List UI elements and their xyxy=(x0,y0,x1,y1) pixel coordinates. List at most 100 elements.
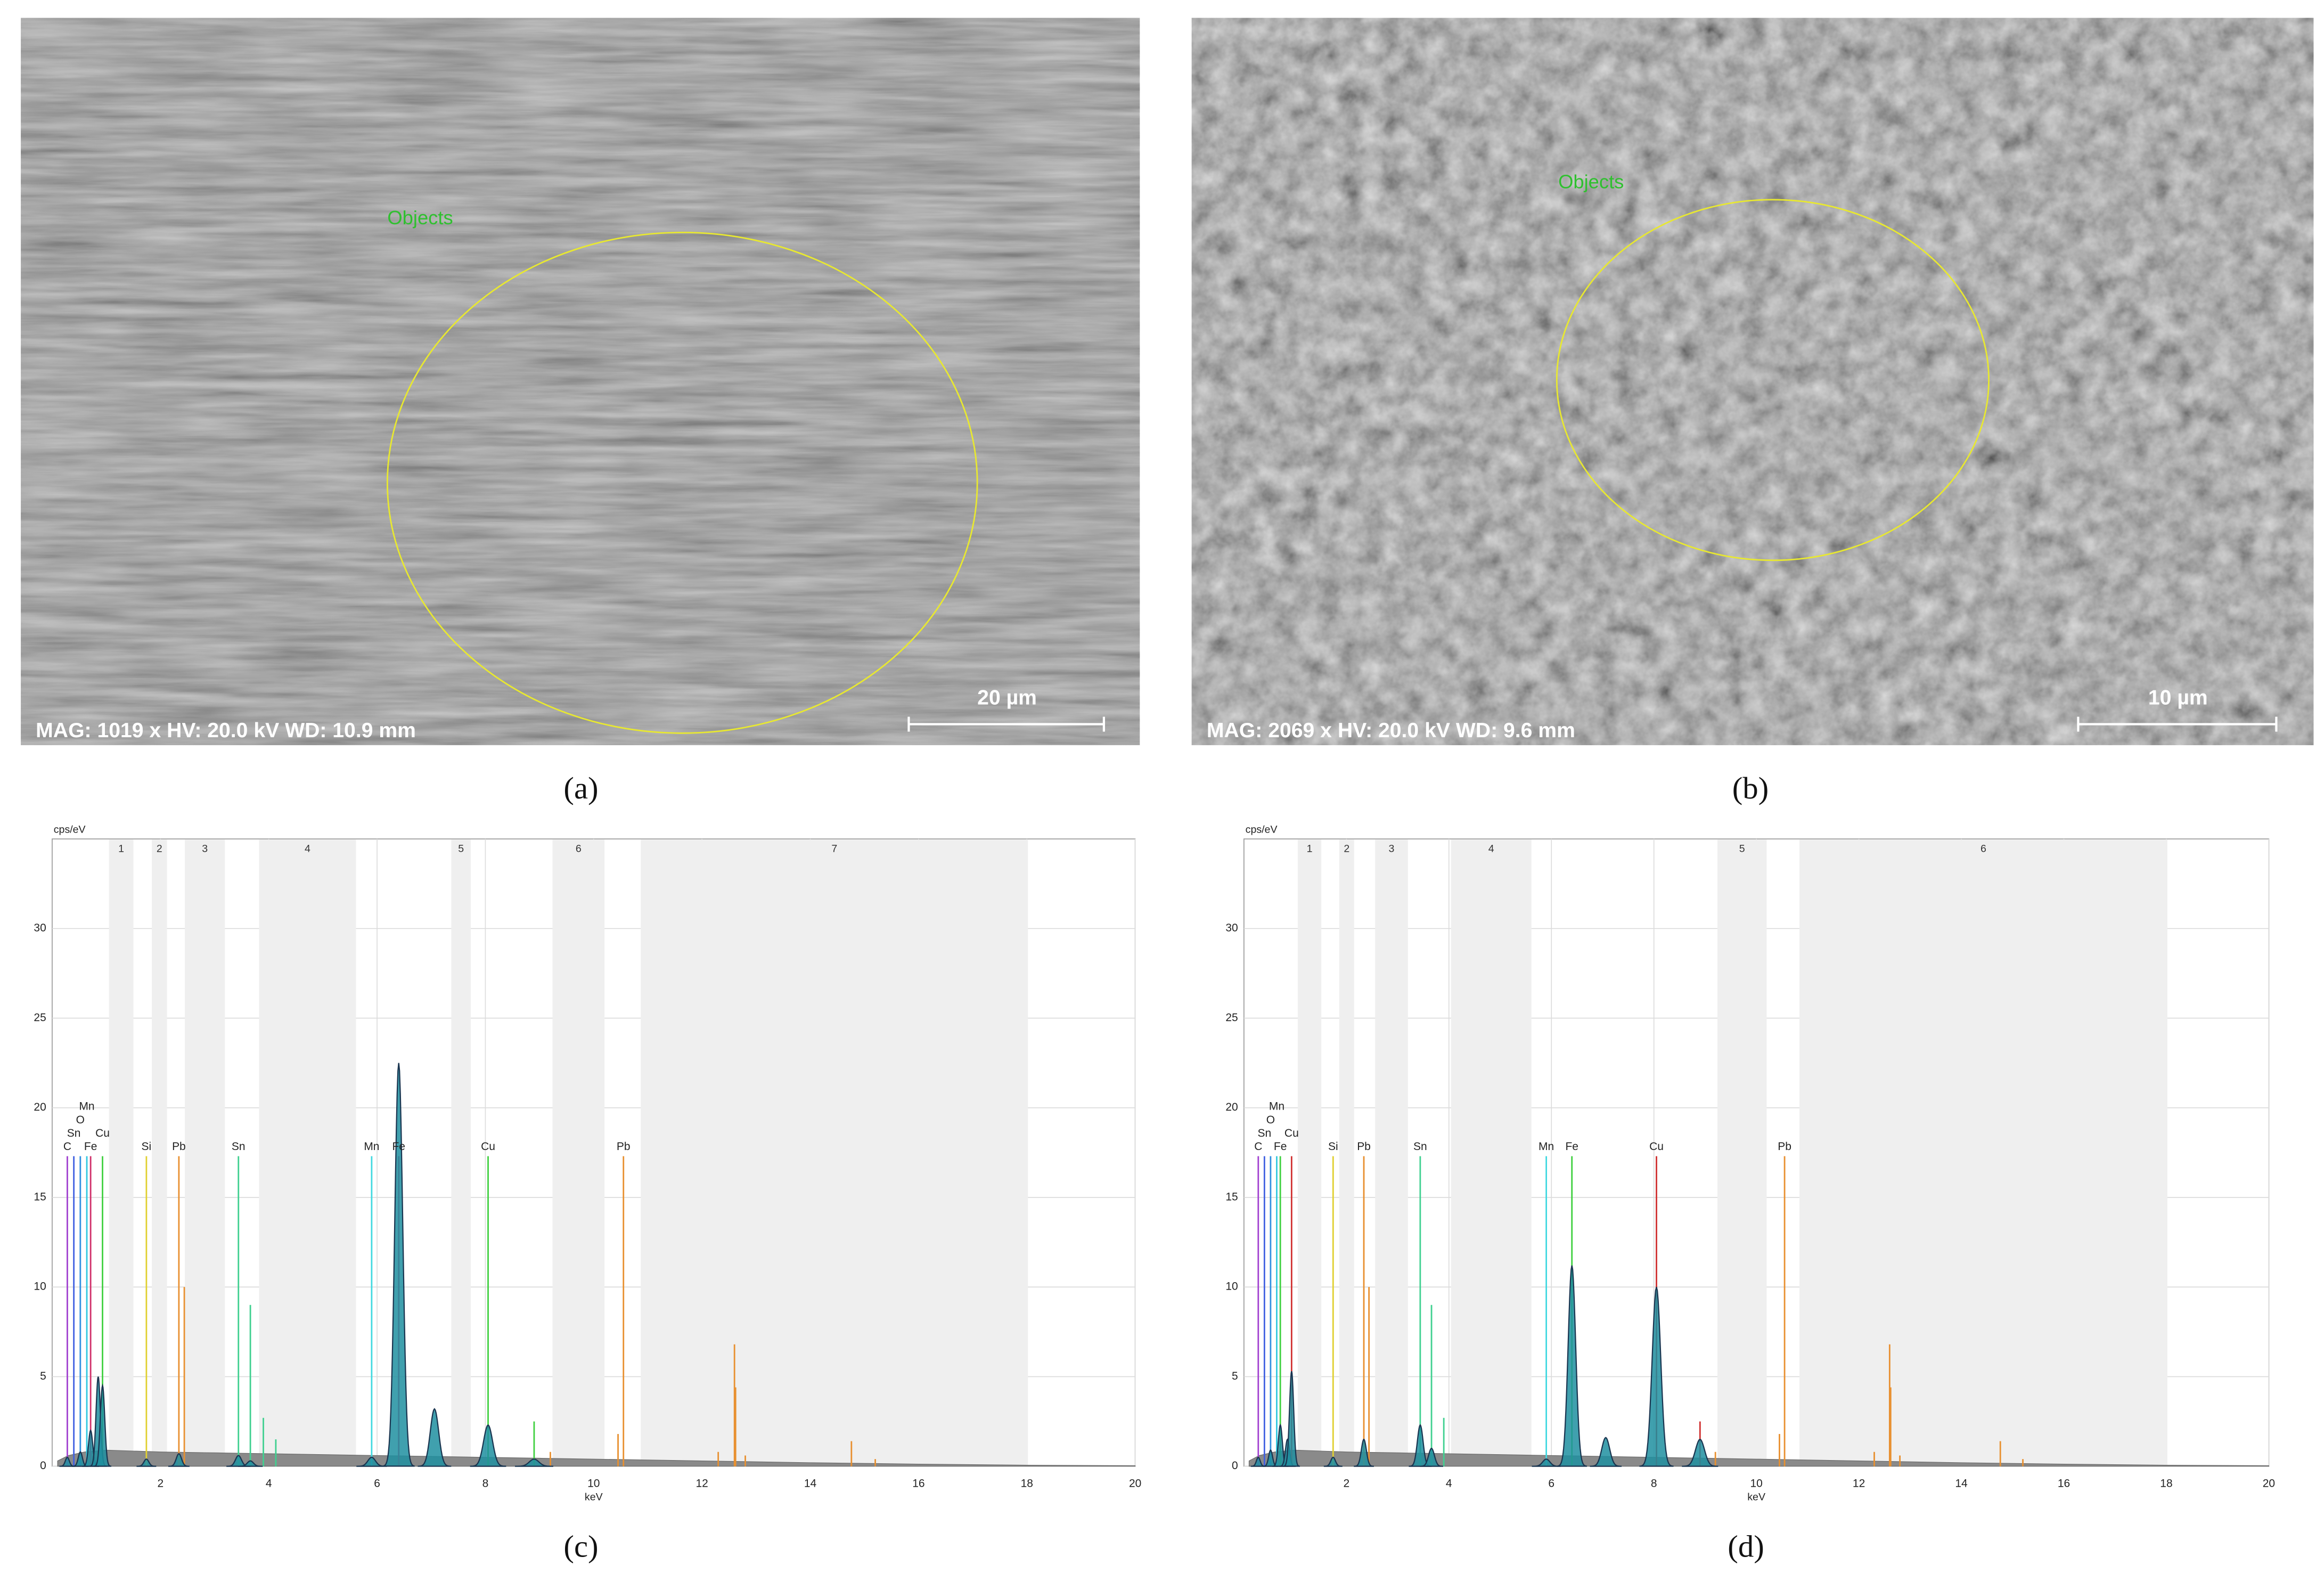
peak xyxy=(238,1460,263,1467)
peak xyxy=(1590,1437,1622,1467)
x-tick-label: 6 xyxy=(374,1478,380,1490)
y-tick-label: 5 xyxy=(40,1370,46,1382)
peak xyxy=(168,1453,190,1467)
element-label: Mn xyxy=(364,1140,379,1153)
element-label: Pb xyxy=(1778,1140,1791,1153)
scale-bar-label: 10 µm xyxy=(2148,686,2208,709)
x-tick-label: 8 xyxy=(482,1478,489,1490)
background-area xyxy=(57,1449,1136,1467)
x-tick-label: 2 xyxy=(1343,1478,1349,1490)
x-axis-label: keV xyxy=(1747,1492,1765,1503)
region xyxy=(451,840,471,1466)
x-tick-label: 2 xyxy=(157,1478,163,1490)
region xyxy=(1375,840,1408,1466)
y-tick-label: 10 xyxy=(34,1281,46,1293)
annotation: Objects xyxy=(387,207,453,229)
y-tick-label: 25 xyxy=(1225,1012,1238,1024)
region-label: 2 xyxy=(1344,843,1349,855)
y-axis-label: cps/eV xyxy=(54,824,86,835)
y-tick-label: 30 xyxy=(1225,922,1238,934)
peak xyxy=(470,1424,506,1467)
element-label: Mn xyxy=(79,1101,94,1113)
x-axis-label: keV xyxy=(585,1492,603,1503)
x-tick-label: 16 xyxy=(912,1478,924,1490)
region xyxy=(1451,840,1532,1466)
region xyxy=(152,840,167,1466)
region xyxy=(1799,840,2167,1466)
y-tick-label: 15 xyxy=(34,1191,46,1203)
region-label: 5 xyxy=(458,843,464,855)
element-label: C xyxy=(1254,1140,1262,1153)
element-label: Fe xyxy=(392,1140,405,1153)
element-label: Si xyxy=(1328,1140,1338,1153)
region-label: 1 xyxy=(1307,843,1313,855)
x-tick-label: 8 xyxy=(1651,1478,1657,1490)
region-label: 5 xyxy=(1739,843,1745,855)
y-tick-label: 0 xyxy=(1232,1460,1238,1472)
y-tick-label: 5 xyxy=(1232,1370,1238,1382)
panel-label: (b) xyxy=(1732,771,1769,805)
panel-label: (c) xyxy=(563,1529,598,1564)
panel-label: (d) xyxy=(1728,1529,1764,1564)
region xyxy=(109,840,134,1466)
x-tick-label: 6 xyxy=(1548,1478,1554,1490)
peak xyxy=(382,1063,415,1467)
selection-ellipse xyxy=(1556,199,1990,561)
x-tick-label: 14 xyxy=(1955,1478,1968,1490)
sem-texture xyxy=(1191,18,2314,745)
peak xyxy=(136,1458,157,1467)
sem-info: MAG: 2069 x HV: 20.0 kV WD: 9.6 mm xyxy=(1207,719,1575,742)
region xyxy=(259,840,356,1466)
peak xyxy=(1532,1458,1561,1467)
element-label: Sn xyxy=(1258,1127,1272,1139)
element-label: O xyxy=(1266,1114,1275,1126)
x-tick-label: 20 xyxy=(2263,1478,2275,1490)
x-tick-label: 16 xyxy=(2058,1478,2070,1490)
region xyxy=(641,840,1028,1466)
y-tick-label: 10 xyxy=(1225,1281,1238,1293)
element-label: Fe xyxy=(1565,1140,1578,1153)
y-tick-label: 25 xyxy=(34,1012,46,1024)
sem-panel: Objects MAG: 2069 x HV: 20.0 kV WD: 9.6 … xyxy=(1191,18,2314,805)
element-label: C xyxy=(63,1140,71,1153)
x-tick-label: 18 xyxy=(2160,1478,2172,1490)
peak xyxy=(1557,1265,1587,1467)
element-label: Cu xyxy=(1284,1127,1299,1139)
peak xyxy=(418,1408,452,1467)
peak xyxy=(1354,1438,1374,1467)
element-label: Si xyxy=(142,1140,152,1153)
element-label: Pb xyxy=(172,1140,186,1153)
peak xyxy=(514,1458,553,1467)
annotation: Objects xyxy=(1558,171,1624,193)
peak xyxy=(1420,1447,1443,1467)
element-label: Fe xyxy=(84,1140,97,1153)
element-label: Cu xyxy=(481,1140,495,1153)
sem-texture xyxy=(21,18,1140,745)
panel-label: (a) xyxy=(563,771,598,805)
y-tick-label: 0 xyxy=(40,1460,46,1472)
y-tick-label: 20 xyxy=(1225,1101,1238,1113)
region-label: 6 xyxy=(576,843,582,855)
x-tick-label: 18 xyxy=(1021,1478,1033,1490)
peak xyxy=(1283,1371,1300,1467)
x-tick-label: 10 xyxy=(587,1478,600,1490)
element-label: Cu xyxy=(1649,1140,1664,1153)
y-tick-label: 30 xyxy=(34,922,46,934)
y-axis-label: cps/eV xyxy=(1246,824,1278,835)
region-label: 3 xyxy=(1389,843,1395,855)
sem-info: MAG: 1019 x HV: 20.0 kV WD: 10.9 mm xyxy=(36,719,416,742)
region-label: 2 xyxy=(157,843,162,855)
peak xyxy=(356,1456,387,1467)
region-label: 1 xyxy=(118,843,124,855)
x-tick-label: 4 xyxy=(1446,1478,1452,1490)
sem-panel: Objects MAG: 1019 x HV: 20.0 kV WD: 10.9… xyxy=(21,18,1140,805)
x-tick-label: 10 xyxy=(1750,1478,1762,1490)
background-area xyxy=(1248,1449,2269,1467)
region xyxy=(1297,840,1322,1466)
x-tick-label: 12 xyxy=(696,1478,708,1490)
element-label: Fe xyxy=(1274,1140,1287,1153)
region-label: 7 xyxy=(831,843,837,855)
x-tick-label: 20 xyxy=(1129,1478,1141,1490)
region xyxy=(552,840,605,1466)
